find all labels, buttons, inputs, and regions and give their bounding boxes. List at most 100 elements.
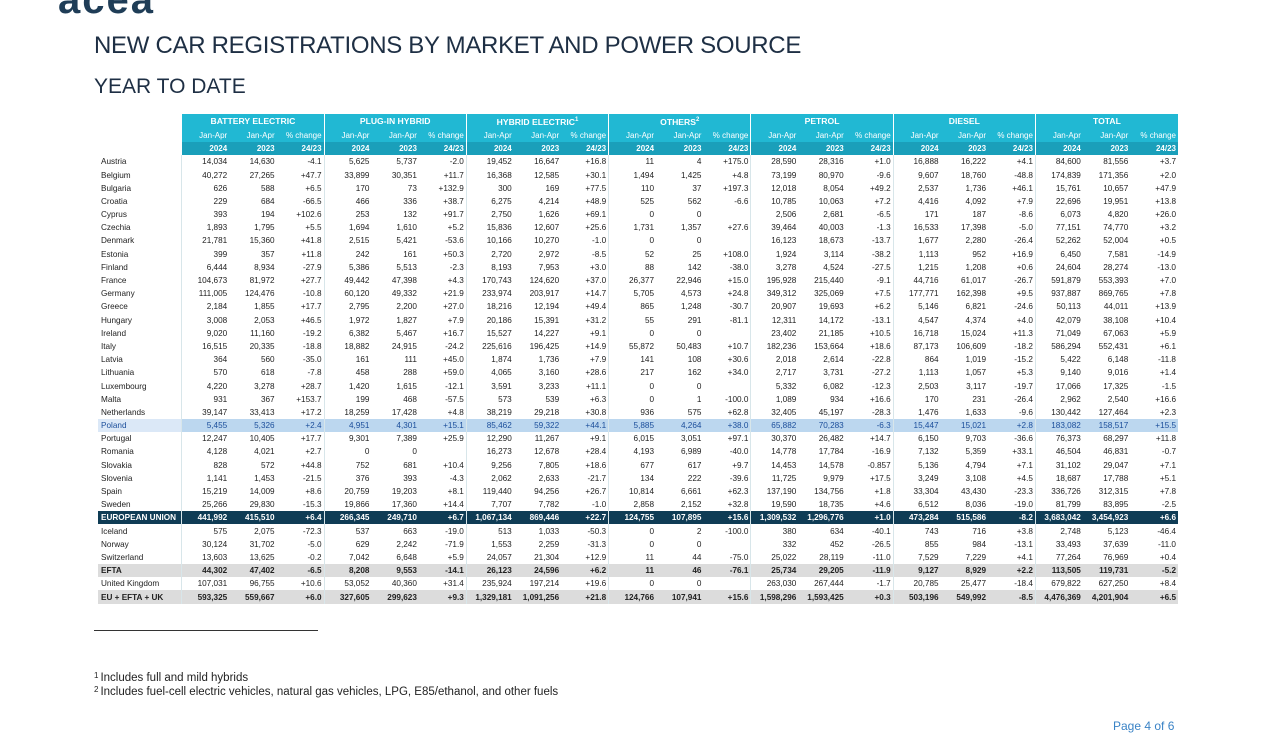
country-cell: Greece (101, 302, 128, 312)
value-cell: 215,440 (814, 276, 844, 286)
value-cell: 81,799 (1034, 498, 1083, 512)
year-header: 2024 (181, 142, 230, 156)
value-cell: 936 (608, 405, 657, 419)
value-cell: 25,022 (750, 550, 799, 565)
change-cell: +11.7 (443, 170, 464, 180)
value-cell: 4,524 (823, 262, 844, 272)
value-cell: 1,795 (254, 223, 275, 233)
value-cell: 393 (403, 473, 417, 483)
change-cell: +2.7 (305, 447, 322, 457)
value-cell: 1,736 (965, 183, 987, 193)
value-cell: 67,063 (1103, 328, 1129, 338)
value-cell: 108 (687, 355, 702, 365)
value-cell: 14,172 (818, 315, 844, 325)
change-cell: +6.4 (276, 511, 325, 525)
value-cell: 591,879 (1034, 273, 1083, 288)
value-cell: 2,075 (254, 526, 275, 536)
country-cell: Cyprus (101, 210, 127, 220)
value-cell: 0 (608, 379, 657, 393)
table-row: EFTA 44,302 47,402 -6.5 8,208 9,553 -14.1 26,12… (98, 564, 1178, 578)
value-cell: 1,141 (181, 471, 230, 485)
value-cell: 0 (696, 236, 702, 246)
value-cell: 525 (608, 194, 657, 208)
change-cell: +2.8 (988, 418, 1036, 433)
value-cell: 53,052 (323, 577, 372, 591)
change-cell: +26.0 (1155, 210, 1176, 220)
change-cell: +25.9 (443, 434, 464, 444)
value-cell: 2,681 (823, 210, 844, 220)
value-cell: 2,506 (750, 207, 799, 222)
change-cell: +4.0 (1016, 315, 1033, 325)
value-cell: 3,591 (465, 379, 514, 393)
value-cell: 458 (323, 366, 372, 380)
value-cell: 1,425 (680, 170, 702, 180)
value-cell: 235,924 (465, 577, 514, 591)
group-header-label: OTHERS (660, 116, 696, 127)
change-cell: +47.7 (300, 170, 322, 180)
table-body: Austria 14,034 14,630 -4.1 5,625 5,737 -2.0 19,… (98, 155, 1178, 604)
change-cell: +46.5 (300, 315, 322, 325)
change-cell: -100.0 (725, 526, 749, 536)
country-cell: EU + EFTA + UK (98, 590, 182, 604)
change-header: % change (1130, 128, 1178, 143)
value-cell: 233,974 (465, 287, 514, 301)
value-cell: 30,351 (391, 170, 417, 180)
country-cell: France (101, 276, 127, 286)
value-cell: 5,136 (892, 458, 941, 472)
change-cell: +6.6 (1130, 511, 1178, 525)
change-cell: +4.5 (1016, 473, 1033, 483)
value-cell: 515,586 (940, 511, 989, 525)
value-cell: 539 (545, 394, 560, 404)
value-cell: 81,972 (249, 276, 275, 286)
value-cell: 9,016 (1107, 368, 1129, 378)
value-cell: 13,603 (181, 550, 230, 565)
value-cell: 20,186 (465, 313, 514, 327)
value-cell: 177,771 (892, 287, 941, 301)
value-cell: 8,193 (465, 260, 514, 274)
value-cell: 537 (323, 524, 372, 538)
value-cell: 1,827 (396, 315, 417, 325)
value-cell: 18,673 (818, 236, 844, 246)
value-cell: 357 (260, 249, 275, 259)
change-header: % change (276, 128, 325, 143)
change-cell: -9.1 (876, 276, 891, 286)
change-cell: -5.0 (1018, 223, 1033, 233)
value-cell: 16,888 (892, 155, 941, 169)
change-cell: +2.3 (1159, 407, 1176, 417)
change-cell: -0.857 (867, 460, 891, 470)
footnote-2: 2 Includes fuel-cell electric vehicles, n… (94, 686, 558, 699)
country-cell: Luxembourg (101, 381, 147, 391)
value-cell: 61,017 (960, 276, 987, 286)
change-cell: +2.0 (1159, 170, 1176, 180)
change-cell: +28.7 (300, 381, 322, 391)
year-header: 24/23 (1130, 142, 1178, 156)
value-cell: 132 (403, 210, 417, 220)
value-cell: 199 (323, 392, 372, 406)
change-cell: -15.3 (302, 500, 322, 510)
change-cell: +16.9 (1012, 249, 1033, 259)
change-cell: -71.9 (445, 539, 464, 549)
value-cell: 11 (608, 550, 657, 565)
value-cell: 15,836 (465, 221, 514, 235)
change-cell: -11.9 (845, 564, 894, 578)
change-cell: -8.5 (592, 249, 607, 259)
change-cell: -1.7 (876, 579, 891, 589)
value-cell: 14,630 (249, 157, 275, 167)
change-cell: +77.5 (585, 183, 607, 193)
value-cell: 15,021 (940, 418, 989, 433)
table-row: Slovenia 1,141 1,453 -21.5 376 393 -4.3 2,062 2,… (98, 471, 1178, 485)
change-cell: +18.6 (585, 460, 607, 470)
value-cell: 46,831 (1103, 447, 1129, 457)
value-cell: 9,256 (465, 458, 514, 472)
change-cell: +6.2 (874, 302, 891, 312)
table-row: EUROPEAN UNION 441,992 415,510 +6.4 266,345 2… (98, 511, 1178, 525)
table-row: Sweden 25,266 29,830 -15.3 19,866 17,360 +14.4… (98, 498, 1178, 512)
value-cell: 30,370 (750, 432, 799, 446)
value-cell: 559,667 (229, 590, 277, 604)
change-cell: +38.0 (703, 418, 751, 433)
change-cell: +19.6 (585, 579, 607, 589)
value-cell: 187 (972, 210, 987, 220)
country-cell: Iceland (101, 526, 128, 536)
value-cell: 17,788 (1103, 473, 1129, 483)
value-cell: 549,992 (940, 590, 989, 604)
